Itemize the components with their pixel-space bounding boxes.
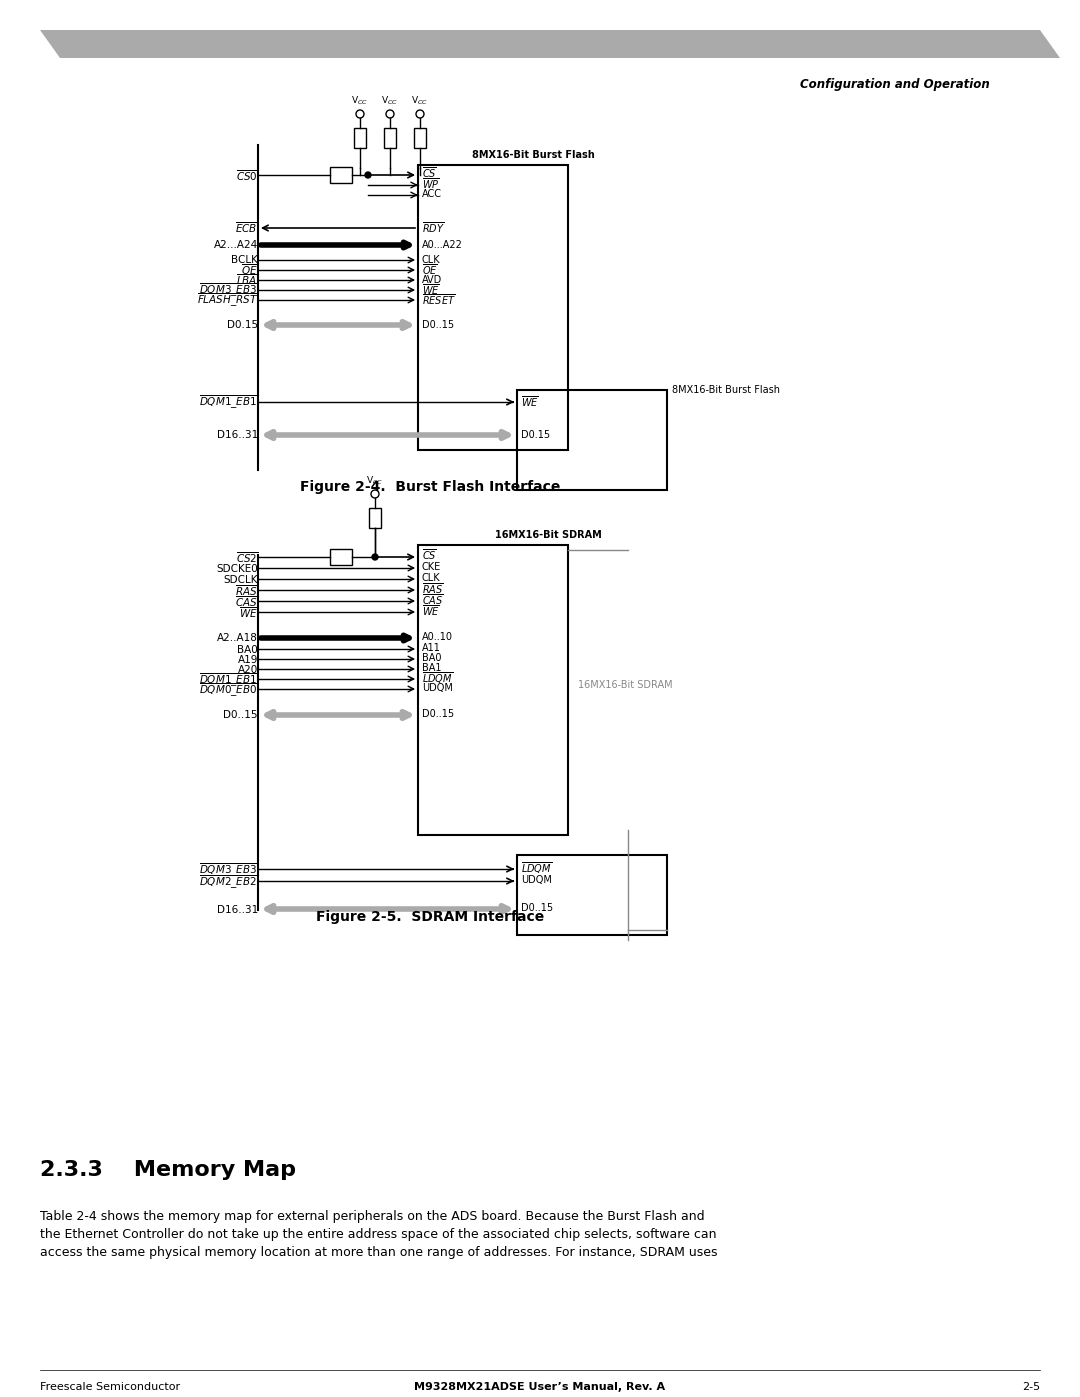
Text: $\overline{ECB}$: $\overline{ECB}$ (235, 221, 258, 235)
Bar (330, 549, 352, 564)
Text: $\overline{OE}$: $\overline{OE}$ (422, 263, 437, 278)
Bar (517, 855, 667, 935)
Bar (414, 129, 426, 148)
Text: $\overline{CS2}$: $\overline{CS2}$ (235, 550, 258, 566)
Text: AVD: AVD (422, 275, 442, 285)
Text: M9328MX21ADSE User’s Manual, Rev. A: M9328MX21ADSE User’s Manual, Rev. A (415, 1382, 665, 1391)
Text: CLK: CLK (422, 256, 441, 265)
Text: $\overline{WE}$: $\overline{WE}$ (422, 282, 440, 298)
Text: D0..15: D0..15 (422, 710, 454, 719)
Text: A2..A18: A2..A18 (217, 633, 258, 643)
Text: $\overline{DQM1\_EB1}$: $\overline{DQM1\_EB1}$ (199, 393, 258, 411)
Bar (330, 168, 352, 183)
Text: Figure 2-4.  Burst Flash Interface: Figure 2-4. Burst Flash Interface (300, 481, 561, 495)
Text: D0.15: D0.15 (227, 320, 258, 330)
Bar (369, 509, 381, 528)
Text: D0..15: D0..15 (224, 710, 258, 719)
Text: UDQM: UDQM (422, 683, 453, 693)
Text: D0.15: D0.15 (521, 430, 550, 440)
Text: $\overline{CS}$: $\overline{CS}$ (422, 548, 437, 563)
Text: CKE: CKE (422, 562, 442, 571)
Bar (517, 390, 667, 490)
Text: the Ethernet Controller do not take up the entire address space of the associate: the Ethernet Controller do not take up t… (40, 1228, 716, 1241)
Text: A0...A22: A0...A22 (422, 240, 463, 250)
Text: 2.3.3    Memory Map: 2.3.3 Memory Map (40, 1160, 296, 1180)
Text: $\overline{WE}$: $\overline{WE}$ (239, 606, 258, 620)
Text: $\overline{WE}$: $\overline{WE}$ (521, 394, 539, 409)
Text: SDCLK: SDCLK (224, 576, 258, 585)
Text: Freescale Semiconductor: Freescale Semiconductor (40, 1382, 180, 1391)
Text: $\overline{RAS}$: $\overline{RAS}$ (235, 584, 258, 598)
Text: $\overline{DQM1\_EB1}$: $\overline{DQM1\_EB1}$ (199, 671, 258, 689)
Text: D0..15: D0..15 (521, 902, 553, 914)
Text: $\overline{DQM3\_EB3}$: $\overline{DQM3\_EB3}$ (199, 861, 258, 879)
Text: $\overline{DQM3\_EB3}$: $\overline{DQM3\_EB3}$ (199, 281, 258, 299)
Text: 16MX16-Bit SDRAM: 16MX16-Bit SDRAM (578, 680, 673, 690)
Bar (418, 545, 568, 835)
Polygon shape (40, 29, 1059, 59)
Text: BA0: BA0 (422, 652, 442, 664)
Text: BCLK: BCLK (231, 256, 258, 265)
Text: A19: A19 (238, 655, 258, 665)
Text: V$_{CC}$: V$_{CC}$ (366, 475, 383, 488)
Text: A2...A24: A2...A24 (214, 240, 258, 250)
Text: $\overline{CS0}$: $\overline{CS0}$ (235, 169, 258, 183)
Text: $\overline{DQM2\_EB2}$: $\overline{DQM2\_EB2}$ (199, 873, 258, 891)
Text: UDQM: UDQM (521, 875, 552, 886)
Text: 16MX16-Bit SDRAM: 16MX16-Bit SDRAM (495, 529, 602, 541)
Bar (384, 129, 396, 148)
Text: A20: A20 (238, 665, 258, 675)
Text: ACC: ACC (422, 189, 442, 198)
Text: SDCKE0: SDCKE0 (216, 564, 258, 574)
Bar (418, 165, 568, 450)
Text: $\overline{DQM0\_EB0}$: $\overline{DQM0\_EB0}$ (199, 682, 258, 698)
Text: $\overline{OE}$: $\overline{OE}$ (241, 263, 258, 278)
Text: BA1: BA1 (422, 664, 442, 673)
Text: A0..10: A0..10 (422, 631, 453, 643)
Text: $\overline{RAS}$: $\overline{RAS}$ (422, 581, 444, 597)
Text: Configuration and Operation: Configuration and Operation (800, 78, 990, 91)
Text: D16..31: D16..31 (217, 905, 258, 915)
Text: V$_{CC}$: V$_{CC}$ (411, 95, 429, 108)
Text: $\overline{RESET}$: $\overline{RESET}$ (422, 292, 456, 307)
Text: Table 2-4 shows the memory map for external peripherals on the ADS board. Becaus: Table 2-4 shows the memory map for exter… (40, 1210, 704, 1222)
Text: $\overline{RDY}$: $\overline{RDY}$ (422, 221, 445, 236)
Text: V$_{CC}$: V$_{CC}$ (381, 95, 399, 108)
Circle shape (372, 555, 378, 560)
Text: $\overline{CS}$: $\overline{CS}$ (422, 166, 437, 180)
Text: A11: A11 (422, 643, 441, 652)
Bar (354, 129, 366, 148)
Text: 8MX16-Bit Burst Flash: 8MX16-Bit Burst Flash (672, 386, 780, 395)
Text: $\overline{CAS}$: $\overline{CAS}$ (235, 595, 258, 609)
Text: 8MX16-Bit Burst Flash: 8MX16-Bit Burst Flash (472, 149, 594, 161)
Text: access the same physical memory location at more than one range of addresses. Fo: access the same physical memory location… (40, 1246, 717, 1259)
Text: $\overline{LDQM}$: $\overline{LDQM}$ (521, 861, 552, 876)
Text: Figure 2-5.  SDRAM Interface: Figure 2-5. SDRAM Interface (315, 909, 544, 923)
Text: V$_{CC}$: V$_{CC}$ (351, 95, 368, 108)
Text: D0..15: D0..15 (422, 320, 454, 330)
Text: BA0: BA0 (238, 645, 258, 655)
Text: $\overline{LBA}$: $\overline{LBA}$ (237, 272, 258, 288)
Text: D16..31: D16..31 (217, 430, 258, 440)
Text: $\overline{LDQM}$: $\overline{LDQM}$ (422, 671, 453, 686)
Text: $\overline{FLASH\_RST}$: $\overline{FLASH\_RST}$ (197, 291, 258, 309)
Text: 2-5: 2-5 (1022, 1382, 1040, 1391)
Text: $\overline{CAS}$: $\overline{CAS}$ (422, 592, 444, 608)
Circle shape (365, 172, 372, 177)
Text: $\overline{WE}$: $\overline{WE}$ (422, 604, 440, 619)
Text: $\overline{WP}$: $\overline{WP}$ (422, 176, 440, 191)
Text: CLK: CLK (422, 573, 441, 583)
